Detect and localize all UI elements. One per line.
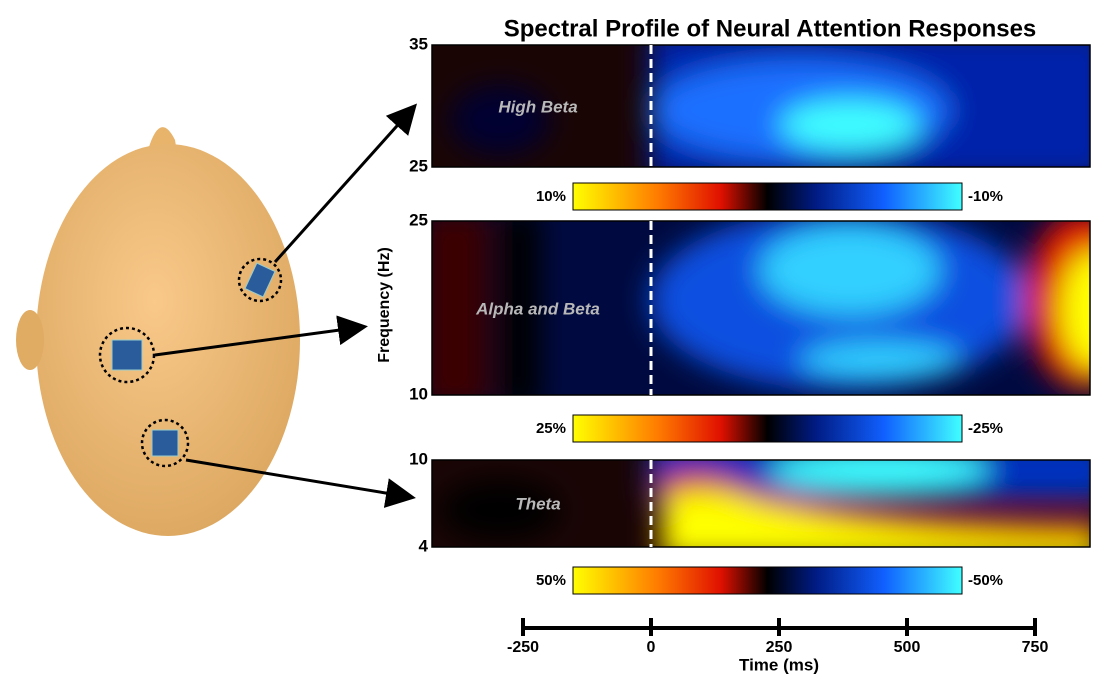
- colorbar-label: 25%: [536, 420, 566, 437]
- colorbar: [573, 415, 962, 442]
- x-axis-label: Time (ms): [739, 655, 819, 674]
- x-tick-label: 0: [647, 639, 656, 656]
- panel-label: Alpha and Beta: [475, 299, 600, 318]
- x-tick-label: -250: [507, 639, 539, 656]
- figure: Spectral Profile of Neural Attention Res…: [0, 0, 1093, 677]
- y-tick-label: 4: [419, 536, 429, 555]
- x-tick-label: 250: [766, 639, 793, 656]
- x-tick-label: 750: [1022, 639, 1049, 656]
- colorbar: [573, 183, 962, 210]
- y-tick-label: 25: [409, 156, 428, 175]
- colorbar: [573, 567, 962, 594]
- y-axis-label: Frequency (Hz): [376, 247, 393, 363]
- colorbar-label: 50%: [536, 572, 566, 589]
- y-tick-label: 35: [409, 34, 428, 53]
- panel-label: Theta: [515, 494, 560, 513]
- y-tick-label: 10: [409, 384, 428, 403]
- colorbar-label: -50%: [968, 572, 1003, 589]
- x-tick-label: 500: [894, 639, 921, 656]
- colorbar-label: 10%: [536, 188, 566, 205]
- head: [16, 127, 300, 536]
- y-tick-label: 10: [409, 449, 428, 468]
- chart-title: Spectral Profile of Neural Attention Res…: [504, 15, 1037, 42]
- y-tick-label: 25: [409, 210, 428, 229]
- colorbar-label: -25%: [968, 420, 1003, 437]
- colorbar-label: -10%: [968, 188, 1003, 205]
- panel-label: High Beta: [498, 97, 577, 116]
